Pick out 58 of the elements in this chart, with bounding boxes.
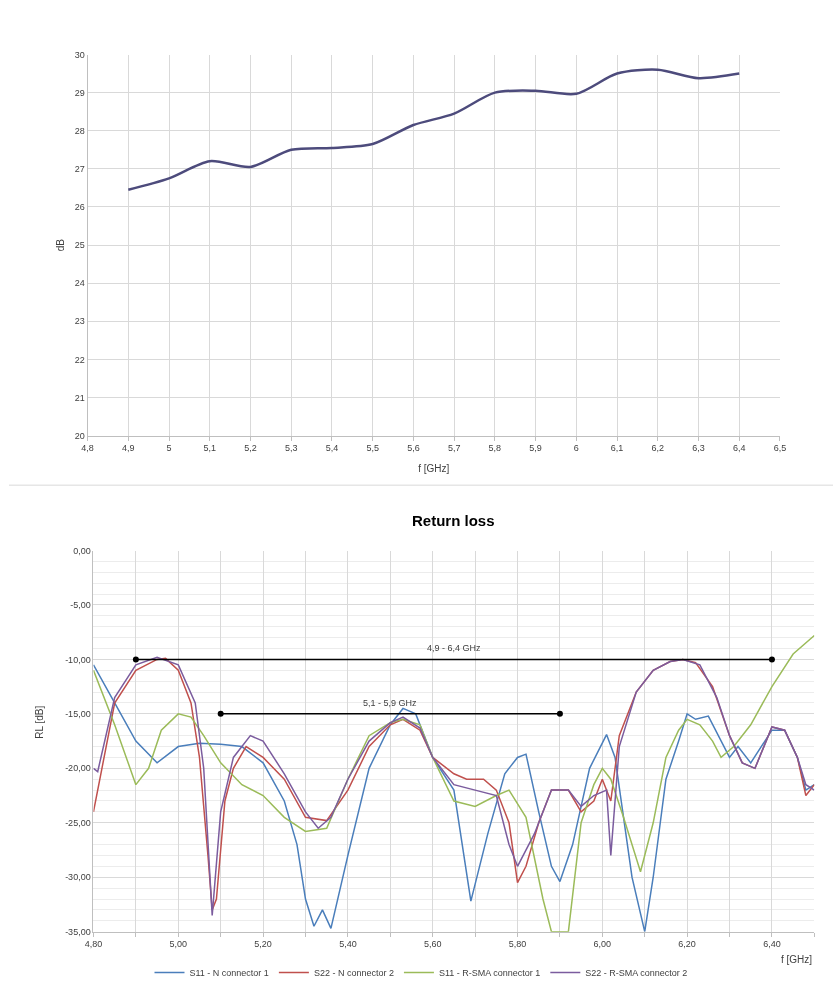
x-tick-label: 6,00	[593, 939, 612, 950]
y-tick-label: 20	[74, 430, 85, 441]
y-tick-label: 21	[74, 392, 85, 403]
x-tick-label: 5,5	[366, 443, 379, 454]
x-tick-label: 5,2	[244, 443, 257, 454]
x-tick-label: 5,9	[529, 443, 542, 454]
y-tick-label: 0,00	[73, 545, 91, 556]
y-axis-title: dB	[54, 238, 66, 252]
x-axis-title: f [GHz]	[781, 954, 813, 965]
x-tick-label: 5,80	[508, 939, 527, 950]
x-axis-title: f [GHz]	[418, 462, 450, 474]
x-tick-label: 4,9	[122, 443, 135, 454]
x-tick-label: 6,3	[692, 443, 705, 454]
legend-label: S11 - N connector 1	[189, 968, 269, 979]
legend-label: S22 - N connector 2	[313, 968, 394, 979]
y-tick-label: -10,00	[65, 654, 91, 665]
x-tick-label: 5	[166, 443, 172, 454]
y-tick-label: 25	[74, 240, 85, 251]
x-tick-label: 5,3	[284, 443, 298, 454]
y-tick-label: -20,00	[65, 763, 91, 774]
line-series	[127, 68, 741, 192]
y-tick-label: 29	[74, 87, 85, 98]
x-tick-label: 5,7	[447, 443, 461, 454]
x-tick-label: 6,1	[610, 443, 624, 454]
annotation: 4,9 - 6,4 GHz	[427, 643, 482, 653]
y-tick-label: 22	[74, 354, 85, 365]
y-tick-label: 26	[74, 202, 85, 213]
y-tick-label: 23	[74, 316, 85, 327]
x-tick-label: 6,20	[678, 939, 696, 950]
y-tick-label: 30	[74, 49, 85, 60]
x-tick-label: 5,4	[325, 443, 339, 454]
chart-title: Return loss	[412, 512, 495, 529]
x-tick-label: 5,20	[254, 939, 272, 950]
legend-label: S11 - R-SMA connector 1	[438, 968, 541, 979]
y-tick-label: -30,00	[65, 872, 91, 883]
x-tick-label: 5,40	[339, 939, 357, 950]
x-tick-label: 6,40	[763, 939, 781, 950]
x-tick-label: 4,80	[84, 939, 103, 950]
y-tick-label: 24	[74, 278, 85, 289]
x-tick-label: 4,8	[81, 443, 94, 454]
y-tick-label: -5,00	[70, 600, 91, 611]
annotation: 5,1 - 5,9 GHz	[363, 698, 418, 708]
x-tick-label: 5,6	[407, 443, 420, 454]
x-tick-label: 5,00	[169, 939, 188, 950]
x-tick-label: 5,8	[488, 443, 502, 454]
x-tick-label: 6	[573, 443, 579, 454]
y-tick-label: 28	[74, 125, 85, 136]
x-tick-label: 6,4	[732, 443, 746, 454]
x-tick-label: 5,1	[203, 443, 217, 454]
x-tick-label: 6,5	[773, 443, 787, 454]
x-tick-label: 6,2	[651, 443, 665, 454]
y-tick-label: -35,00	[65, 926, 91, 937]
y-tick-label: -15,00	[65, 709, 91, 720]
legend-label: S22 - R-SMA connector 2	[585, 968, 688, 979]
y-axis-title: RL [dB]	[34, 705, 46, 739]
y-tick-label: -25,00	[65, 817, 91, 828]
x-tick-label: 5,60	[423, 939, 442, 950]
y-tick-label: 27	[74, 164, 85, 174]
